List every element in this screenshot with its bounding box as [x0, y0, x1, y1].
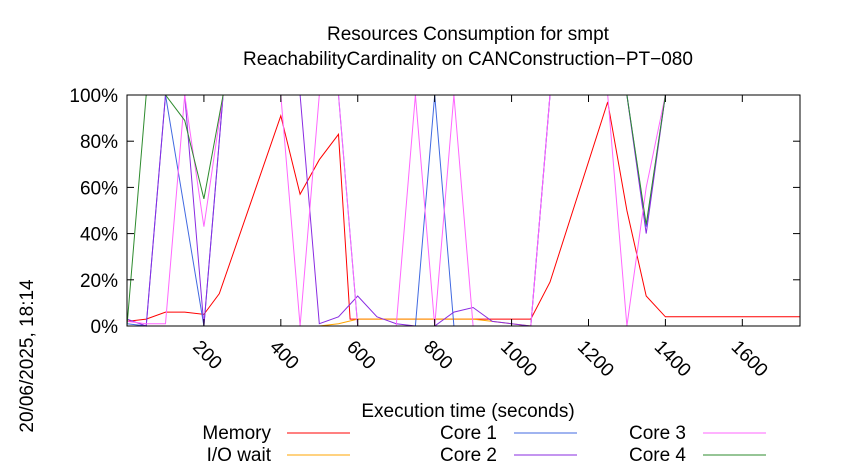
x-tick-label: 200 [188, 337, 225, 374]
x-axis: 200 400 600 800 1000 1200 1400 1600 [188, 95, 772, 382]
x-tick-label: 600 [342, 337, 379, 374]
legend-label: Memory [202, 423, 271, 444]
y-tick-label: 0% [91, 317, 119, 338]
y-tick-label: 80% [80, 132, 118, 153]
series-line-core-3 [126, 94, 800, 327]
x-tick-label: 1000 [496, 337, 541, 382]
x-tick-label: 1200 [573, 337, 618, 382]
legend-label: Core 4 [629, 445, 686, 466]
side-timestamp: 20/06/2025, 18:14 [17, 279, 38, 433]
chart-subtitle: ReachabilityCardinality on CANConstructi… [243, 49, 693, 70]
series-layer [126, 94, 800, 327]
legend-label: Core 2 [440, 445, 497, 466]
y-tick-label: 100% [69, 86, 118, 107]
y-tick-label: 40% [80, 225, 118, 246]
y-tick-label: 20% [80, 271, 118, 292]
plot-frame [126, 94, 801, 327]
y-tick-label: 60% [80, 178, 118, 199]
chart-title: Resources Consumption for smpt [327, 24, 610, 45]
x-tick-label: 1400 [650, 337, 695, 382]
x-tick-label: 400 [265, 337, 302, 374]
legend-label: Core 3 [629, 423, 686, 444]
legend-label: I/O wait [207, 445, 272, 466]
legend-label: Core 1 [440, 423, 497, 444]
x-axis-label: Execution time (seconds) [361, 401, 574, 422]
x-tick-label: 1600 [727, 337, 772, 382]
y-axis: 0% 20% 40% 60% 80% 100% [69, 86, 800, 338]
series-line-i-o-wait [127, 318, 800, 327]
x-tick-label: 800 [419, 337, 456, 374]
